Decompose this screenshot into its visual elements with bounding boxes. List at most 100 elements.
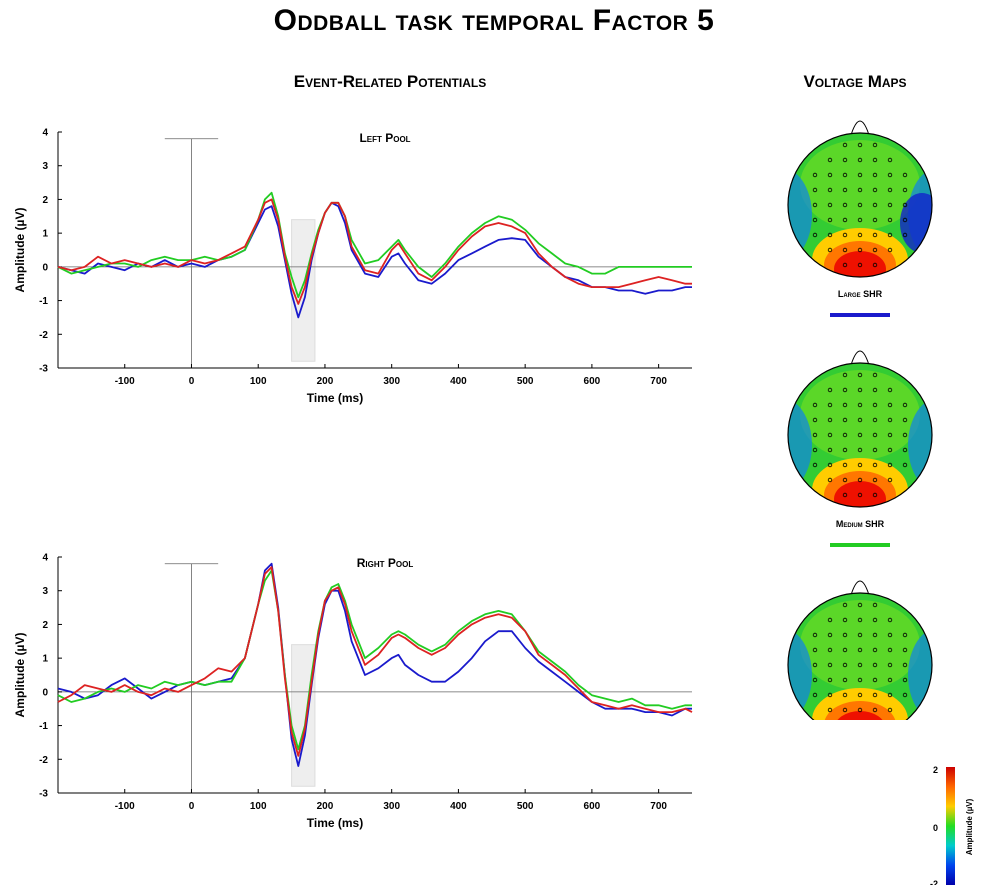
electrode-marker: [857, 647, 863, 653]
electrode-marker: [842, 372, 848, 378]
electrode-marker: [812, 217, 818, 223]
electrode-marker: [842, 157, 848, 163]
electrode-marker: [872, 402, 878, 408]
scalp-outline: [787, 362, 933, 508]
electrode-marker: [872, 387, 878, 393]
electrode-marker: [827, 157, 833, 163]
electrode-marker: [812, 447, 818, 453]
electrode-marker: [857, 447, 863, 453]
electrode-marker: [827, 617, 833, 623]
scalp-outline: [787, 592, 933, 720]
electrode-marker: [857, 432, 863, 438]
electrode-marker: [857, 387, 863, 393]
electrode-marker: [902, 647, 908, 653]
electrode-marker: [887, 217, 893, 223]
y-tick-label: 2: [42, 195, 48, 206]
y-tick-label: 0: [42, 262, 48, 273]
x-axis-label: Time (ms): [307, 816, 363, 830]
electrode-marker: [812, 692, 818, 698]
electrode-marker: [857, 602, 863, 608]
electrode-marker: [872, 202, 878, 208]
electrode-marker: [872, 447, 878, 453]
x-tick-label: 300: [383, 801, 400, 812]
electrode-marker: [887, 417, 893, 423]
electrode-marker: [827, 647, 833, 653]
electrode-marker: [842, 707, 848, 713]
electrode-marker: [857, 662, 863, 668]
electrode-marker: [872, 172, 878, 178]
electrode-marker: [872, 662, 878, 668]
x-tick-label: 500: [517, 801, 534, 812]
electrode-marker: [872, 142, 878, 148]
electrode-marker: [812, 632, 818, 638]
electrode-marker: [842, 602, 848, 608]
electrode-marker: [857, 217, 863, 223]
electrode-marker: [842, 677, 848, 683]
erp-heading: Event-Related Potentials: [293, 72, 487, 91]
electrode-marker: [887, 707, 893, 713]
colorbar-tick-min: -2: [930, 879, 938, 885]
electrode-marker: [812, 417, 818, 423]
electrode-marker: [827, 632, 833, 638]
electrode-marker: [887, 647, 893, 653]
electrode-marker: [902, 432, 908, 438]
x-tick-label: 400: [450, 376, 467, 387]
electrode-marker: [887, 172, 893, 178]
electrode-marker: [812, 432, 818, 438]
electrode-marker: [812, 187, 818, 193]
electrode-marker: [887, 462, 893, 468]
electrode-marker: [887, 662, 893, 668]
electrode-marker: [842, 262, 848, 268]
electrode-marker: [872, 232, 878, 238]
electrode-marker: [827, 707, 833, 713]
x-tick-label: 200: [317, 376, 334, 387]
electrode-marker: [872, 647, 878, 653]
electrode-marker: [872, 157, 878, 163]
electrode-marker: [827, 387, 833, 393]
electrode-marker: [857, 262, 863, 268]
electrode-marker: [902, 632, 908, 638]
y-tick-label: -1: [39, 296, 48, 307]
electrode-marker: [887, 402, 893, 408]
electrode-marker: [842, 492, 848, 498]
electrode-marker: [887, 677, 893, 683]
nose-marker: [850, 580, 870, 596]
electrode-marker: [827, 402, 833, 408]
electrode-marker: [842, 432, 848, 438]
electrode-marker: [842, 202, 848, 208]
y-tick-label: 3: [42, 161, 48, 172]
voltage-map-0: Large SHR: [787, 120, 933, 317]
electrode-marker: [872, 707, 878, 713]
right-pool-chart: -3 -2 -1 0 1 2 3 4 -100 0 100 200 300 400 500 600 700 Rig…: [13, 553, 693, 830]
electrode-marker: [857, 372, 863, 378]
colorbar-label: Amplitude (µV): [965, 798, 974, 855]
voltage-map-2: Small SHR: [787, 580, 933, 720]
electrode-marker: [827, 247, 833, 253]
electrode-marker: [902, 462, 908, 468]
electrode-marker: [827, 462, 833, 468]
electrode-marker: [827, 677, 833, 683]
electrode-marker: [812, 462, 818, 468]
electrode-marker: [872, 677, 878, 683]
electrode-marker: [812, 232, 818, 238]
x-tick-label: 600: [584, 801, 601, 812]
electrode-marker: [887, 432, 893, 438]
y-axis-label: Amplitude (µV): [13, 633, 27, 718]
electrode-marker: [827, 662, 833, 668]
x-axis-label: Time (ms): [307, 391, 363, 405]
electrode-marker: [857, 477, 863, 483]
electrode-marker: [872, 617, 878, 623]
x-tick-label: 700: [650, 801, 667, 812]
electrode-marker: [902, 172, 908, 178]
electrode-marker: [887, 632, 893, 638]
y-tick-label: -3: [39, 789, 48, 800]
electrode-marker: [842, 402, 848, 408]
x-tick-label: 0: [189, 801, 195, 812]
electrode-marker: [842, 632, 848, 638]
electrode-marker: [827, 232, 833, 238]
electrode-marker: [857, 492, 863, 498]
voltage-maps: Large SHR Medium SHR Small SHR: [787, 120, 933, 720]
electrode-marker: [887, 387, 893, 393]
electrode-marker: [887, 202, 893, 208]
series-line-0: [57, 201, 692, 319]
